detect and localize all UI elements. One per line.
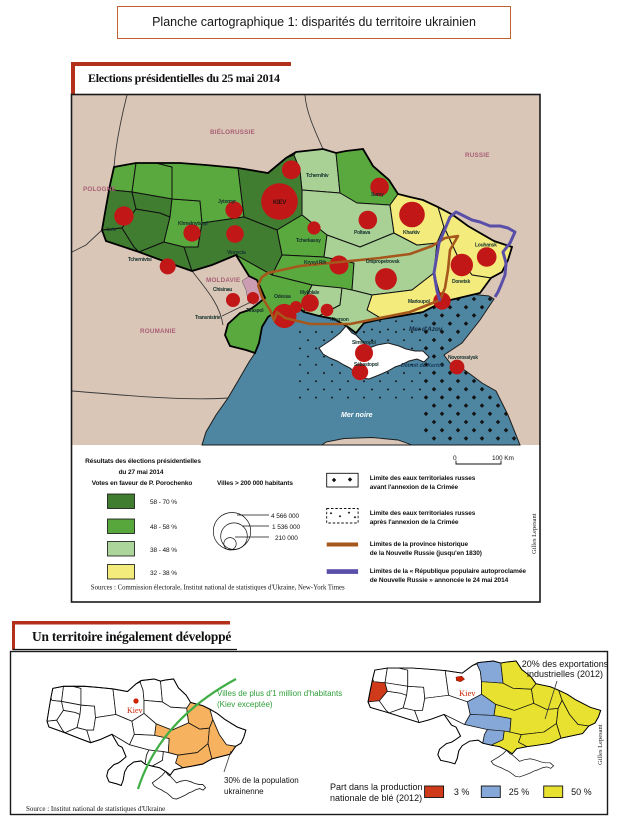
- svg-text:Donetsk: Donetsk: [452, 279, 470, 285]
- svg-text:Tcherkassy: Tcherkassy: [296, 238, 321, 244]
- svg-text:Transnistrie: Transnistrie: [195, 315, 221, 321]
- svg-text:Novorossiysk: Novorossiysk: [448, 355, 478, 361]
- svg-text:BIÉLORUSSIE: BIÉLORUSSIE: [210, 127, 255, 136]
- svg-text:50 %: 50 %: [571, 787, 592, 797]
- svg-text:MOLDAVIE: MOLDAVIE: [206, 277, 240, 284]
- svg-text:Dnipropetrovsk: Dnipropetrovsk: [366, 259, 400, 265]
- svg-text:Part dans la production: Part dans la production: [330, 782, 423, 792]
- svg-text:100 Km: 100 Km: [492, 455, 514, 462]
- svg-text:Source : Institut national de: Source : Institut national de statistiqu…: [26, 805, 165, 813]
- svg-text:Villes > 200 000 habitants: Villes > 200 000 habitants: [217, 480, 293, 487]
- svg-text:du 27 mai 2014: du 27 mai 2014: [119, 469, 164, 476]
- svg-text:RUSSIE: RUSSIE: [465, 152, 490, 159]
- svg-text:après l'annexion de la Crimée: après l'annexion de la Crimée: [370, 519, 459, 526]
- svg-text:(Kiev exceptée): (Kiev exceptée): [217, 700, 273, 709]
- svg-text:Kiev: Kiev: [459, 688, 476, 698]
- svg-text:Khmelnytskyi: Khmelnytskyi: [178, 221, 208, 227]
- svg-text:Sumy: Sumy: [371, 192, 384, 198]
- svg-text:ukrainenne: ukrainenne: [224, 787, 264, 796]
- svg-text:industrielles (2012): industrielles (2012): [527, 669, 603, 679]
- svg-text:48 - 58 %: 48 - 58 %: [150, 524, 177, 531]
- svg-text:Un territoire inégalement déve: Un territoire inégalement développé: [32, 629, 231, 644]
- svg-text:1 536 000: 1 536 000: [272, 524, 301, 531]
- svg-text:Tiraspol: Tiraspol: [246, 308, 264, 314]
- svg-text:Limite des eaux territoriales: Limite des eaux territoriales russes: [370, 510, 476, 517]
- svg-text:Odessa: Odessa: [274, 294, 291, 300]
- svg-text:Gilles Lepesant: Gilles Lepesant: [597, 724, 604, 765]
- svg-text:0: 0: [453, 455, 457, 462]
- svg-text:Gilles Lepesant: Gilles Lepesant: [531, 513, 538, 554]
- svg-text:Tchernihiv: Tchernihiv: [306, 173, 329, 179]
- svg-text:Kherson: Kherson: [330, 317, 349, 323]
- svg-text:ROUMANIE: ROUMANIE: [140, 328, 176, 335]
- svg-text:Simferopol: Simferopol: [352, 340, 376, 346]
- svg-text:Limites de la province histori: Limites de la province historique: [370, 541, 469, 548]
- svg-text:Sources : Commission électoral: Sources : Commission électorale, Institu…: [91, 585, 345, 592]
- svg-text:nationale de blé (2012): nationale de blé (2012): [330, 793, 422, 803]
- svg-text:4 566 000: 4 566 000: [271, 513, 300, 520]
- svg-text:Mer d'Azov: Mer d'Azov: [409, 326, 443, 333]
- svg-text:Détroit de Kertch: Détroit de Kertch: [401, 363, 445, 369]
- svg-text:Mykolaïv: Mykolaïv: [300, 290, 320, 296]
- svg-text:Poltava: Poltava: [354, 230, 371, 236]
- svg-text:avant l'annexion de la Crimée: avant l'annexion de la Crimée: [370, 484, 459, 491]
- svg-text:Limite des eaux territoriales: Limite des eaux territoriales russes: [370, 475, 476, 482]
- svg-text:3 %: 3 %: [454, 787, 470, 797]
- svg-text:Sébastopol: Sébastopol: [354, 362, 379, 368]
- svg-text:Kiev: Kiev: [127, 706, 143, 715]
- svg-text:25 %: 25 %: [509, 787, 530, 797]
- svg-text:Mer noire: Mer noire: [341, 412, 373, 419]
- svg-text:Louhansk: Louhansk: [475, 243, 497, 249]
- svg-text:210 000: 210 000: [275, 535, 298, 542]
- svg-text:Tchernivtsi: Tchernivtsi: [128, 257, 152, 263]
- svg-text:Chisinau: Chisinau: [213, 287, 232, 293]
- svg-text:de la Nouvelle Russie (jusqu'e: de la Nouvelle Russie (jusqu'en 1830): [370, 550, 482, 557]
- svg-text:38 - 48 %: 38 - 48 %: [150, 547, 177, 554]
- svg-text:Lviv: Lviv: [107, 227, 116, 233]
- svg-text:Villes de plus d'1 million d'h: Villes de plus d'1 million d'habitants: [217, 689, 342, 698]
- svg-text:de Nouvelle Russie » annoncée: de Nouvelle Russie » annoncée le 24 mai …: [370, 577, 509, 584]
- svg-text:32 - 38 %: 32 - 38 %: [150, 570, 177, 577]
- svg-text:Limites de la « République pop: Limites de la « République populaire aut…: [370, 568, 527, 575]
- svg-text:20% des exportations: 20% des exportations: [522, 659, 609, 669]
- svg-text:KIEV: KIEV: [273, 199, 287, 206]
- svg-text:Résultats des élections présid: Résultats des élections présidentielles: [85, 458, 201, 465]
- svg-text:Votes en faveur de P. Porochen: Votes en faveur de P. Porochenko: [92, 480, 193, 487]
- svg-text:Kharkiv: Kharkiv: [403, 230, 420, 236]
- svg-text:Vinnycia: Vinnycia: [227, 250, 246, 256]
- svg-text:POLOGNE: POLOGNE: [83, 186, 116, 193]
- svg-text:30% de la population: 30% de la population: [224, 776, 299, 785]
- svg-text:58 - 70 %: 58 - 70 %: [150, 499, 177, 506]
- svg-text:Kryvyï Rih: Kryvyï Rih: [304, 260, 326, 266]
- svg-text:Marioupol: Marioupol: [408, 299, 430, 305]
- svg-text:Jytomyr: Jytomyr: [218, 199, 236, 205]
